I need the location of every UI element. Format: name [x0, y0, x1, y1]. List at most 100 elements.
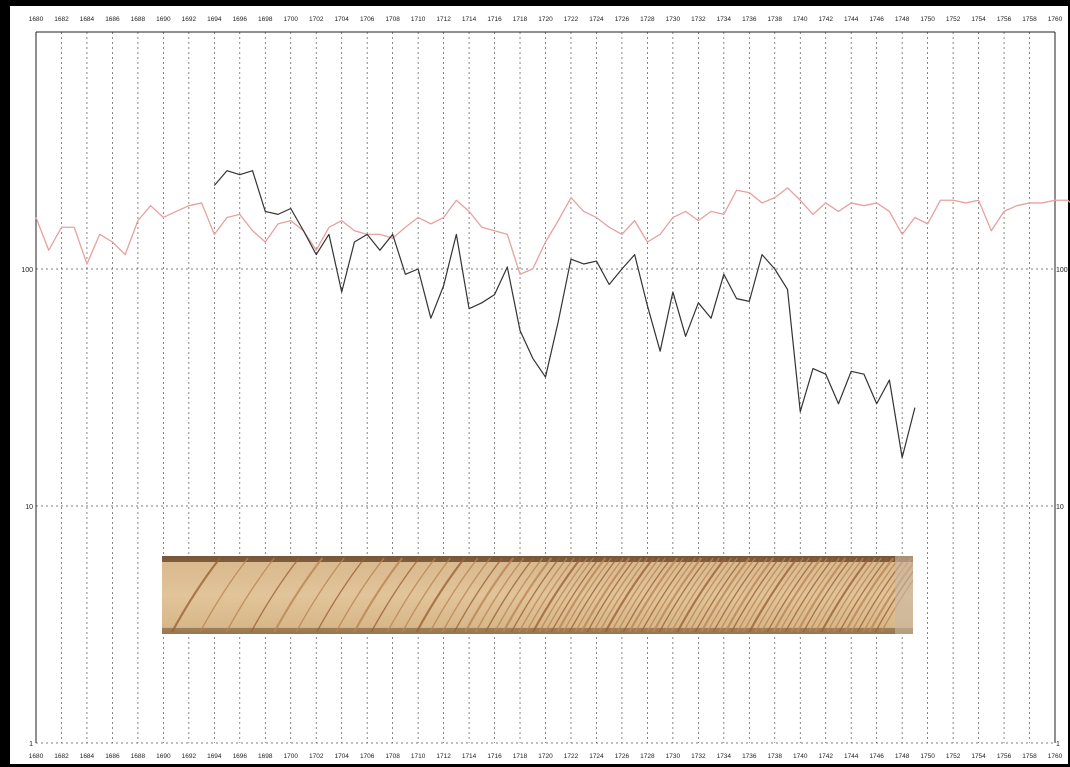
x-tick-label-bottom: 1704 — [334, 753, 349, 760]
x-tick-label-top: 1756 — [997, 16, 1012, 23]
x-tick-label-top: 1718 — [513, 16, 528, 23]
wood-ring — [712, 557, 762, 633]
x-tick-label-top: 1742 — [818, 16, 833, 23]
y-tick-label-right: 10 — [1056, 504, 1064, 511]
x-tick-label-top: 1726 — [615, 16, 630, 23]
wood-ring — [592, 557, 642, 633]
y-tick-label-right: 100 — [1056, 267, 1068, 274]
wood-ring — [415, 557, 466, 633]
wood-ring — [652, 557, 703, 633]
wood-ring — [820, 557, 871, 633]
wood-ring — [676, 557, 727, 633]
x-tick-label-bottom: 1730 — [666, 753, 681, 760]
x-tick-label-bottom: 1708 — [385, 753, 400, 760]
wood-ring — [808, 557, 858, 633]
wood-ring — [838, 557, 888, 633]
x-tick-label-bottom: 1728 — [640, 753, 655, 760]
y-tick-label: 10 — [25, 504, 33, 511]
wood-ring — [784, 557, 834, 633]
x-tick-label-top: 1712 — [436, 16, 451, 23]
wood-ring — [510, 557, 560, 633]
wood-ring — [370, 557, 420, 633]
x-tick-label-top: 1706 — [360, 16, 375, 23]
x-tick-label-top: 1740 — [793, 16, 808, 23]
x-tick-label-bottom: 1722 — [564, 753, 579, 760]
wood-ring — [796, 557, 847, 633]
x-tick-label-bottom: 1694 — [207, 753, 222, 760]
plot-background — [10, 6, 1068, 764]
wood-ring — [353, 557, 404, 633]
wood-ring — [850, 557, 900, 633]
wood-ring — [502, 557, 553, 633]
wood-ring — [610, 557, 660, 633]
y-tick-label: 1 — [29, 741, 33, 748]
wood-ring — [778, 557, 828, 633]
x-tick-label-bottom: 1742 — [818, 753, 833, 760]
wood-ring — [670, 557, 720, 633]
wood-ring — [814, 557, 864, 633]
x-tick-label-top: 1720 — [538, 16, 553, 23]
x-tick-label-top: 1738 — [768, 16, 783, 23]
wood-ring — [475, 557, 525, 633]
x-tick-label-top: 1734 — [717, 16, 732, 23]
x-tick-label-top: 1716 — [487, 16, 502, 23]
wood-ring — [574, 557, 624, 633]
wood-ring — [544, 557, 594, 633]
wood-ring — [199, 557, 249, 633]
x-tick-label-bottom: 1736 — [742, 753, 757, 760]
wood-ring — [748, 557, 799, 633]
series-group — [35, 170, 1070, 459]
wood-ring — [494, 557, 544, 633]
x-tick-label-top: 1758 — [1022, 16, 1037, 23]
wood-ring — [844, 557, 895, 633]
wood-ring — [622, 557, 672, 633]
x-tick-label-bottom: 1738 — [768, 753, 783, 760]
x-tick-label-bottom: 1746 — [869, 753, 884, 760]
wood-ring — [525, 557, 575, 633]
x-tick-label-bottom: 1718 — [513, 753, 528, 760]
wood-ring — [441, 557, 491, 633]
x-tick-label-top: 1714 — [462, 16, 477, 23]
wood-ring — [568, 557, 618, 633]
wood-ring — [706, 557, 756, 633]
x-tick-label-bottom: 1724 — [589, 753, 604, 760]
x-tick-label-top: 1736 — [742, 16, 757, 23]
wood-ring — [532, 557, 582, 633]
wood-ring — [832, 557, 882, 633]
x-tick-label-top: 1686 — [105, 16, 120, 23]
wood-ring — [658, 557, 708, 633]
x-tick-label-top: 1760 — [1048, 16, 1063, 23]
wood-ring — [616, 557, 666, 633]
x-tick-label-bottom: 1716 — [487, 753, 502, 760]
x-tick-label-bottom: 1700 — [284, 753, 299, 760]
wood-ring — [772, 557, 823, 633]
wood-ring — [682, 557, 732, 633]
x-tick-label-top: 1732 — [691, 16, 706, 23]
wood-ring — [562, 557, 612, 633]
wood-ring — [634, 557, 684, 633]
wood-sample-image — [162, 556, 913, 634]
wood-edge-bottom — [162, 628, 913, 634]
x-tick-label-top: 1752 — [946, 16, 961, 23]
wood-ring — [464, 557, 515, 633]
x-tick-label-bottom: 1706 — [360, 753, 375, 760]
x-tick-label-bottom: 1692 — [182, 753, 197, 760]
wood-ring — [453, 557, 503, 633]
x-tick-label-top: 1684 — [80, 16, 95, 23]
wood-ring — [386, 557, 436, 633]
series-line-1 — [35, 187, 1070, 275]
wood-ring — [694, 557, 744, 633]
wood-ring — [760, 557, 810, 633]
x-tick-label-top: 1750 — [920, 16, 935, 23]
y-tick-label: 100 — [21, 267, 33, 274]
wood-ring — [790, 557, 840, 633]
x-tick-label-bottom: 1740 — [793, 753, 808, 760]
wood-ring — [171, 557, 221, 633]
wood-ring — [429, 557, 479, 633]
x-tick-label-top: 1708 — [385, 16, 400, 23]
x-tick-label-top: 1724 — [589, 16, 604, 23]
wood-ring — [335, 557, 385, 633]
wood-ring — [730, 557, 780, 633]
x-tick-label-bottom: 1756 — [997, 753, 1012, 760]
